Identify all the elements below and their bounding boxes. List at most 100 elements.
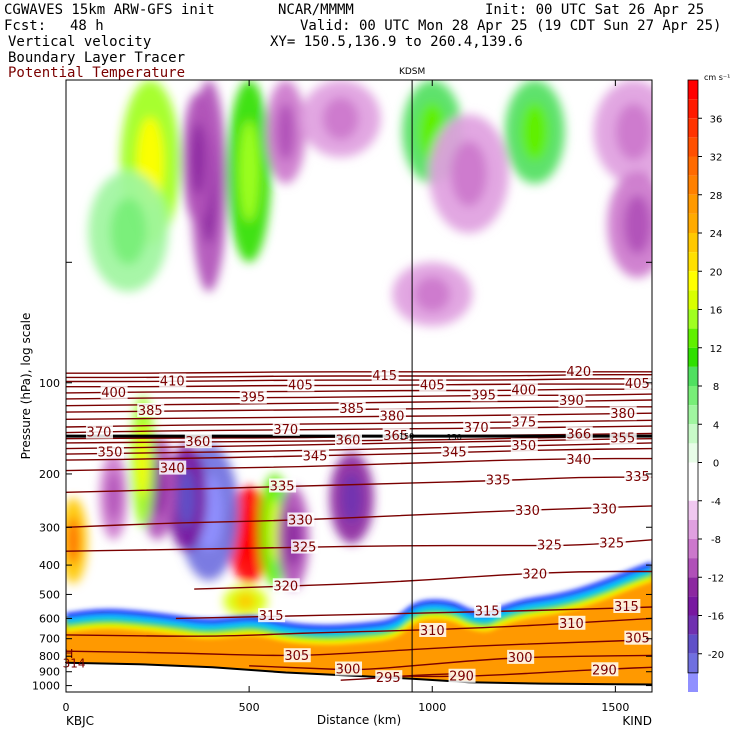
theta-label: 365 xyxy=(383,429,408,444)
colorbar-tick-label: 28 xyxy=(710,191,723,202)
theta-label-bg xyxy=(287,512,315,527)
theta-label-bg xyxy=(291,539,319,554)
theta-label: 340 xyxy=(160,462,185,477)
theta-label: 310 xyxy=(559,617,584,632)
theta-label: 350 xyxy=(98,446,123,461)
theta-label: 400 xyxy=(511,383,536,398)
field-potential-temperature: Potential Temperature xyxy=(8,65,186,81)
colorbar-bin xyxy=(688,443,698,463)
theta-contour-300 xyxy=(249,654,652,671)
theta-label: 390 xyxy=(559,394,584,409)
colorbar-bin xyxy=(688,175,698,195)
colorbar-tick-label: 20 xyxy=(710,267,723,278)
colorbar-frame xyxy=(687,79,699,674)
theta-label-bg xyxy=(565,363,593,378)
theta-label: 345 xyxy=(303,449,328,464)
theta-contour-380 xyxy=(66,412,652,420)
colorbar-bin xyxy=(688,213,698,233)
theta-contour-310 xyxy=(66,617,652,637)
y-tick-label: 500 xyxy=(39,588,60,601)
colorbar-tick-label: 4 xyxy=(713,420,719,431)
annotations: 420 415 410 405 405 405 400 400 395 395 390 385 385 3… xyxy=(63,67,652,692)
theta-label: 380 xyxy=(380,409,405,424)
theta-label-bg xyxy=(335,432,363,447)
theta-label: 330 xyxy=(515,504,540,519)
x-tick-label: 0 xyxy=(63,701,70,714)
colorbar-bin xyxy=(688,481,698,501)
theta-label-bg xyxy=(378,408,406,423)
x-tick-label: 1000 xyxy=(418,701,446,714)
colorbar-bin xyxy=(688,672,698,692)
model-title: CGWAVES 15km ARW-GFS init xyxy=(4,2,215,18)
theta-label: 395 xyxy=(240,391,265,406)
theta-label-bg xyxy=(184,434,212,449)
colorbar-bin xyxy=(688,615,698,635)
w-cell-core xyxy=(177,468,196,528)
colorbar-unit: cm s⁻¹ xyxy=(704,73,730,82)
theta-label-bg xyxy=(338,400,366,415)
theta-label-bg xyxy=(624,630,652,645)
theta-label-bg xyxy=(474,603,502,618)
vertical-velocity-field xyxy=(66,80,652,617)
theta-label: 410 xyxy=(160,374,185,389)
tracer-edge-blue xyxy=(66,561,652,632)
theta-contour-405 xyxy=(66,383,652,388)
theta-label: 415 xyxy=(372,369,397,384)
colorbar-bin xyxy=(688,519,698,539)
theta-label-bg xyxy=(558,393,586,408)
theta-label-bg xyxy=(558,615,586,630)
theta-label: 350 xyxy=(511,439,536,454)
colorbar-tick-label: -20 xyxy=(708,650,724,661)
cross-section-endpoints: XY= 150.5,136.9 to 260.4,139.6 xyxy=(270,34,523,50)
theta-label-bg xyxy=(510,382,538,397)
theta-label-bg xyxy=(613,598,641,613)
theta-label-bg xyxy=(591,501,619,516)
colorbar-bin xyxy=(688,252,698,272)
colorbar-tick-label: 24 xyxy=(710,229,723,240)
colorbar: 36 32 28 24 20 16 12 8 4 0 -4 -8 -12 -16 -20 cm s⁻¹ xyxy=(687,73,730,692)
theta-label: 325 xyxy=(599,537,624,552)
tracer-edge-yellow xyxy=(66,577,652,645)
theta-label: 370 xyxy=(273,423,298,438)
right-station-label: KIND xyxy=(622,714,652,728)
theta-label: 385 xyxy=(339,402,364,417)
theta-label: 380 xyxy=(610,407,635,422)
y-tick-label: 600 xyxy=(39,612,60,625)
vertical-velocity-cells xyxy=(66,80,652,617)
organization: NCAR/MMMM xyxy=(278,2,354,18)
theta-label-bg xyxy=(258,608,286,623)
colorbar-bin xyxy=(688,290,698,310)
y-tick-label: 100 xyxy=(39,377,60,390)
theta-label-bg xyxy=(521,566,549,581)
theta-label-bg xyxy=(565,452,593,467)
theta-contour-395 xyxy=(66,393,652,400)
y-tick-label: 1000 xyxy=(32,680,60,693)
theta-contour-340 xyxy=(66,457,652,472)
theta-label: 405 xyxy=(288,378,313,393)
left-station-label: KBJC xyxy=(66,714,94,728)
colorbar-bin xyxy=(688,137,698,157)
theta-label-bg xyxy=(419,622,447,637)
theta-label: 405 xyxy=(625,377,650,392)
colorbar-bin xyxy=(688,271,698,291)
theta-contour-335 xyxy=(66,476,652,493)
theta-label-bg xyxy=(591,662,619,677)
theta-label-bg xyxy=(448,668,476,683)
theta-label: 335 xyxy=(625,470,650,485)
theta-contour-370 xyxy=(66,425,652,434)
theta-contour-400 xyxy=(66,388,652,394)
corner-label: H xyxy=(64,647,73,661)
station-label-kdsm: KDSM xyxy=(399,67,425,77)
init-time: Init: 00 UTC Sat 26 Apr 25 xyxy=(485,2,705,18)
theta-label: 315 xyxy=(614,600,639,615)
theta-label-bg xyxy=(239,389,267,404)
theta-label-bg xyxy=(514,502,542,517)
theta-label-bg xyxy=(382,428,410,443)
theta-label-bg xyxy=(470,387,498,402)
colorbar-bin xyxy=(688,596,698,616)
theta-label-bg xyxy=(463,419,491,434)
theta-label-bg xyxy=(609,406,637,421)
corner-label: 314 xyxy=(63,656,86,670)
theta-label: 290 xyxy=(449,670,474,685)
